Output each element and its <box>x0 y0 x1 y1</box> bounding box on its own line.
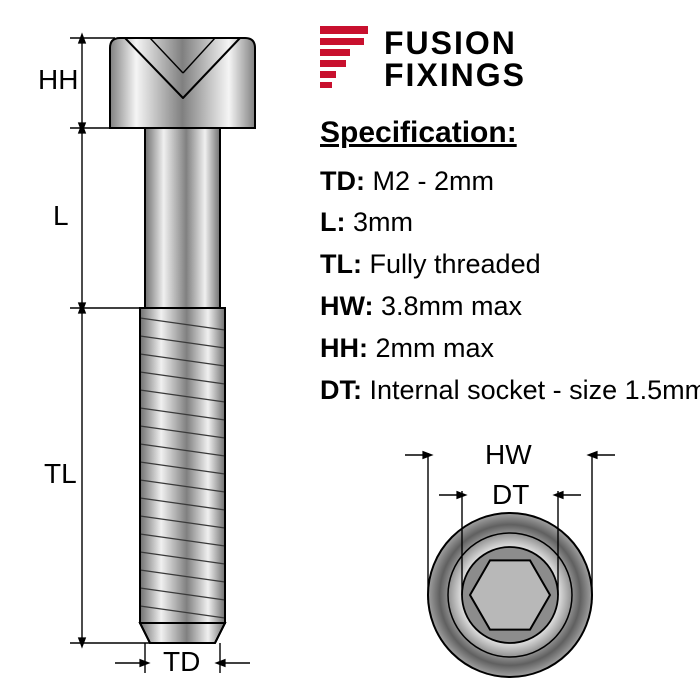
spec-value: 3.8mm max <box>381 291 522 321</box>
label-td: TD <box>163 646 200 678</box>
brand-name: FUSION FIXINGS <box>384 27 526 91</box>
spec-key: HH: <box>320 333 368 363</box>
brand-logo: FUSION FIXINGS <box>320 22 526 95</box>
spec-row-hw: HW: 3.8mm max <box>320 286 700 328</box>
label-hh: HH <box>38 64 78 96</box>
spec-key: L: <box>320 207 345 237</box>
spec-value: 3mm <box>353 207 413 237</box>
label-dt: DT <box>492 479 529 511</box>
spec-key: TL: <box>320 249 362 279</box>
spec-row-td: TD: M2 - 2mm <box>320 161 700 203</box>
spec-value: M2 - 2mm <box>373 166 495 196</box>
spec-row-l: L: 3mm <box>320 202 700 244</box>
spec-value: 2mm max <box>376 333 495 363</box>
brand-line2: FIXINGS <box>384 59 526 91</box>
spec-key: DT: <box>320 375 362 405</box>
label-tl: TL <box>44 458 77 490</box>
spec-key: TD: <box>320 166 365 196</box>
spec-row-dt: DT: Internal socket - size 1.5mm <box>320 370 700 412</box>
spec-value: Fully threaded <box>370 249 541 279</box>
brand-line1: FUSION <box>384 27 526 59</box>
label-l: L <box>53 200 69 232</box>
fusion-f-icon <box>320 22 376 95</box>
spec-title: Specification: <box>320 110 700 157</box>
specification-block: Specification: TD: M2 - 2mm L: 3mm TL: F… <box>320 110 700 412</box>
bolt-top-view: HW DT <box>355 425 665 685</box>
side-view-svg <box>20 18 300 678</box>
label-hw: HW <box>485 439 532 471</box>
spec-row-hh: HH: 2mm max <box>320 328 700 370</box>
spec-value: Internal socket - size 1.5mm <box>370 375 700 405</box>
spec-key: HW: <box>320 291 374 321</box>
bolt-side-view: HH L TL TD <box>20 18 300 678</box>
spec-row-tl: TL: Fully threaded <box>320 244 700 286</box>
